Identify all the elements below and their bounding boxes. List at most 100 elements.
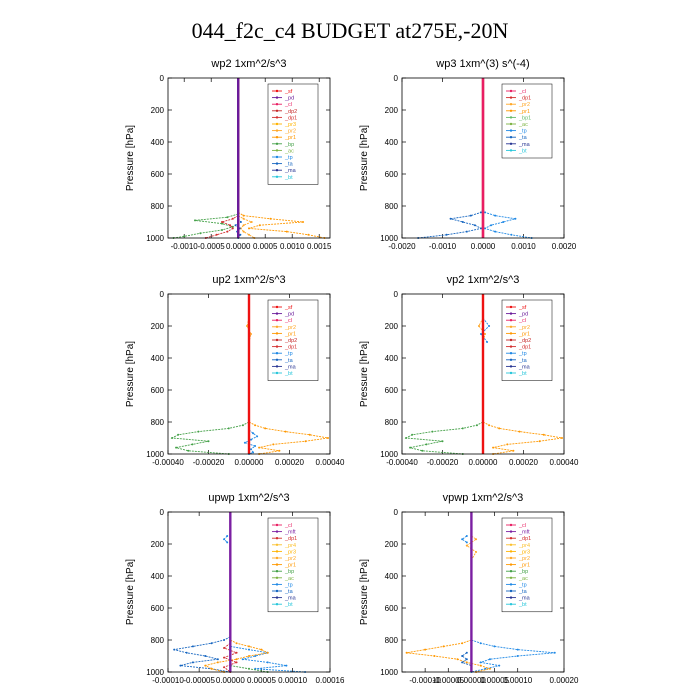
legend-label: _dp1	[518, 96, 531, 102]
series-point-ta	[461, 661, 464, 664]
series-point-pr1	[465, 661, 468, 664]
series-line-tp	[471, 639, 555, 673]
series-line-tp	[461, 535, 468, 543]
legend: _sf_pd_cl_dp2_dp1_pr3_pr2_pr1_bp_ac_tp_t…	[267, 83, 319, 185]
series-point-bp	[425, 443, 428, 446]
series-point-ta	[239, 233, 242, 236]
series-point-tp	[256, 435, 259, 438]
legend-marker	[275, 149, 279, 152]
series-point-bp	[177, 433, 180, 436]
series-point-bp	[405, 437, 408, 439]
series-point-bp	[431, 430, 434, 433]
series-point-pr1	[235, 658, 238, 661]
series-point-ta	[223, 639, 226, 641]
series-line-bp	[170, 421, 250, 455]
legend-marker	[275, 589, 279, 593]
legend-marker	[509, 576, 513, 579]
legend-marker	[509, 122, 513, 126]
series-point-tp	[514, 217, 517, 220]
legend-marker	[275, 103, 279, 106]
y-axis-label: Pressure [hPa]	[125, 559, 136, 625]
x-tick-label: 0.0015	[307, 242, 332, 251]
x-tick-label: -0.00005	[432, 676, 464, 685]
x-tick-label: 0.00020	[509, 458, 538, 467]
legend-label: _ta	[518, 358, 528, 364]
series-point-pr1	[560, 437, 563, 439]
x-tick-label: 0.0005	[253, 242, 278, 251]
series-point-bp	[194, 219, 196, 222]
legend-marker	[509, 345, 513, 348]
x-tick-label: -0.00040	[152, 458, 184, 467]
legend-marker	[275, 596, 279, 599]
series-point-ta	[461, 655, 464, 657]
series-point-ta	[479, 211, 482, 214]
y-tick-label: 400	[151, 138, 165, 147]
legend-marker	[275, 537, 279, 540]
series-point-pr1	[210, 667, 213, 670]
series-point-bp	[226, 216, 229, 219]
legend-label: _dp1	[284, 345, 297, 351]
series-line-tp	[480, 317, 490, 343]
y-tick-label: 600	[385, 170, 399, 179]
legend-label: _pr1	[518, 331, 530, 337]
series-point-pr1	[461, 642, 464, 645]
series-point-pr1	[456, 658, 459, 661]
legend-label: _dp2	[284, 109, 297, 115]
x-tick-label: -0.0010	[429, 242, 457, 251]
y-tick-label: 1000	[380, 234, 398, 243]
legend-marker	[275, 332, 279, 335]
series-point-bp	[411, 433, 414, 436]
legend-label: _ma	[518, 596, 531, 602]
y-tick-label: 800	[151, 636, 165, 645]
series-point-tp	[502, 221, 505, 223]
legend-label: _ac	[284, 148, 294, 154]
y-tick-label: 1000	[146, 668, 164, 677]
legend-marker	[509, 109, 513, 113]
series-point-bp	[241, 424, 244, 427]
x-tick-label: 0.0010	[511, 242, 536, 251]
panel-title: vpwp 1xm^2/s^3	[443, 492, 524, 504]
legend-marker	[509, 142, 513, 145]
series-point-tp	[484, 211, 487, 214]
series-point-bp	[221, 229, 223, 231]
y-tick-label: 600	[151, 604, 165, 613]
series-point-bp	[248, 667, 250, 670]
panel-title: vp2 1xm^2/s^3	[447, 274, 520, 286]
legend-label: _ma	[284, 364, 297, 370]
plot-frame	[167, 293, 331, 455]
series-point-tp	[479, 333, 482, 335]
legend-label: _tp	[284, 582, 293, 588]
series-point-pr2	[245, 325, 248, 327]
x-tick-label: -0.00020	[427, 458, 459, 467]
series-point-pr2	[242, 230, 245, 233]
series-line-pr2	[478, 317, 486, 343]
series-line-pr1	[248, 421, 329, 455]
series-point-pr1	[498, 427, 501, 430]
x-tick-label: 0.00040	[550, 458, 579, 467]
legend: _sf_pd_cl_pr2_pr1_dp2_dp1_tp_ta_ma_bt	[267, 299, 319, 381]
y-tick-label: 200	[151, 322, 165, 331]
y-tick-label: 0	[394, 508, 399, 517]
series-point-bp	[461, 427, 464, 430]
series-point-tp	[488, 658, 491, 661]
legend-label: _dp2	[284, 338, 297, 344]
legend-label: _bt	[518, 371, 527, 377]
legend-label: _ma	[518, 364, 531, 370]
x-tick-label: 0.0010	[280, 242, 305, 251]
legend-label: _pr4	[284, 543, 296, 549]
legend-marker	[275, 583, 279, 586]
y-tick-label: 800	[151, 418, 165, 427]
legend-marker	[509, 603, 513, 606]
series-point-bp	[191, 443, 194, 446]
legend-marker	[275, 109, 279, 113]
legend-marker	[275, 543, 279, 546]
series-point-tp	[484, 667, 487, 670]
series-point-pr2	[475, 538, 478, 541]
legend-label: _pr1	[518, 563, 530, 569]
series-point-tp	[465, 541, 468, 544]
series-point-pr1	[307, 233, 310, 236]
series-point-bp	[227, 427, 230, 430]
legend-label: _ma	[284, 168, 297, 174]
legend-label: _mft	[284, 530, 296, 536]
series-point-pr1	[216, 661, 219, 664]
